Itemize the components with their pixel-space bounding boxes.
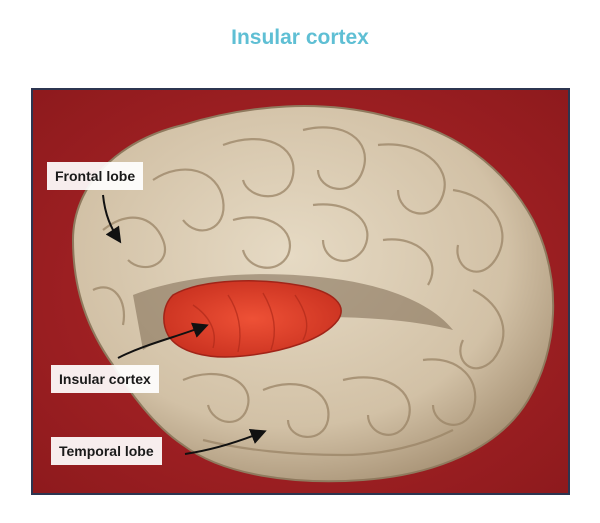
brain-illustration: [33, 90, 568, 493]
sulci-pattern: [92, 126, 505, 457]
insula-gyri: [192, 292, 308, 353]
figure-title: Insular cortex: [231, 26, 369, 49]
brain-photo: Frontal lobe Insular cortex Temporal lob…: [31, 88, 570, 495]
frontal-lobe-label: Frontal lobe: [47, 162, 144, 190]
insular-cortex-label: Insular cortex: [51, 365, 159, 393]
temporal-lobe-label: Temporal lobe: [51, 437, 162, 465]
